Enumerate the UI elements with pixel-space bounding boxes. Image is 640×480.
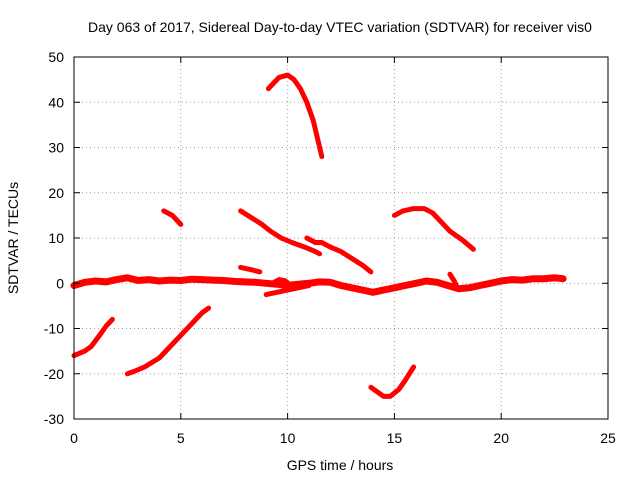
y-tick-label: -10 — [44, 321, 64, 337]
series-near-zero-band — [70, 274, 567, 296]
series-seg-15-0-arc — [391, 206, 476, 252]
series-blip-9-5 — [270, 277, 293, 288]
series-seg-10-9 — [304, 235, 374, 275]
series-seg-9-1-peak — [265, 72, 325, 160]
series-seg-14-0-dip — [368, 364, 417, 399]
y-tick-label: -30 — [44, 411, 64, 427]
x-tick-label: 20 — [493, 430, 509, 446]
series-seg-2-5 — [124, 305, 212, 377]
data-series — [70, 72, 567, 399]
x-axis-title: GPS time / hours — [287, 457, 394, 473]
series-seg-17-6 — [447, 271, 459, 288]
y-tick-label: 40 — [48, 94, 64, 110]
y-axis-title: SDTVAR / TECUs — [5, 182, 21, 294]
series-seg-9-0 — [263, 283, 312, 298]
axis-ticks: 0 5 10 15 20 25 -30 -20 -10 0 10 20 30 40 50 — [44, 49, 616, 446]
x-tick-label: 15 — [387, 430, 403, 446]
series-seg-4-2 — [161, 208, 184, 227]
y-tick-label: 0 — [56, 275, 64, 291]
series-seg-7-8a — [238, 264, 263, 275]
x-tick-label: 10 — [280, 430, 296, 446]
x-tick-label: 25 — [600, 430, 616, 446]
x-tick-label: 0 — [70, 430, 78, 446]
y-tick-label: -20 — [44, 366, 64, 382]
series-seg-start — [71, 316, 115, 359]
chart-title: Day 063 of 2017, Sidereal Day-to-day VTE… — [88, 19, 592, 35]
y-tick-label: 50 — [48, 49, 64, 65]
y-tick-label: 30 — [48, 140, 64, 156]
y-tick-label: 10 — [48, 230, 64, 246]
series-seg-7-8b — [238, 208, 323, 257]
y-tick-label: 20 — [48, 185, 64, 201]
grid — [74, 57, 608, 419]
x-tick-label: 5 — [177, 430, 185, 446]
